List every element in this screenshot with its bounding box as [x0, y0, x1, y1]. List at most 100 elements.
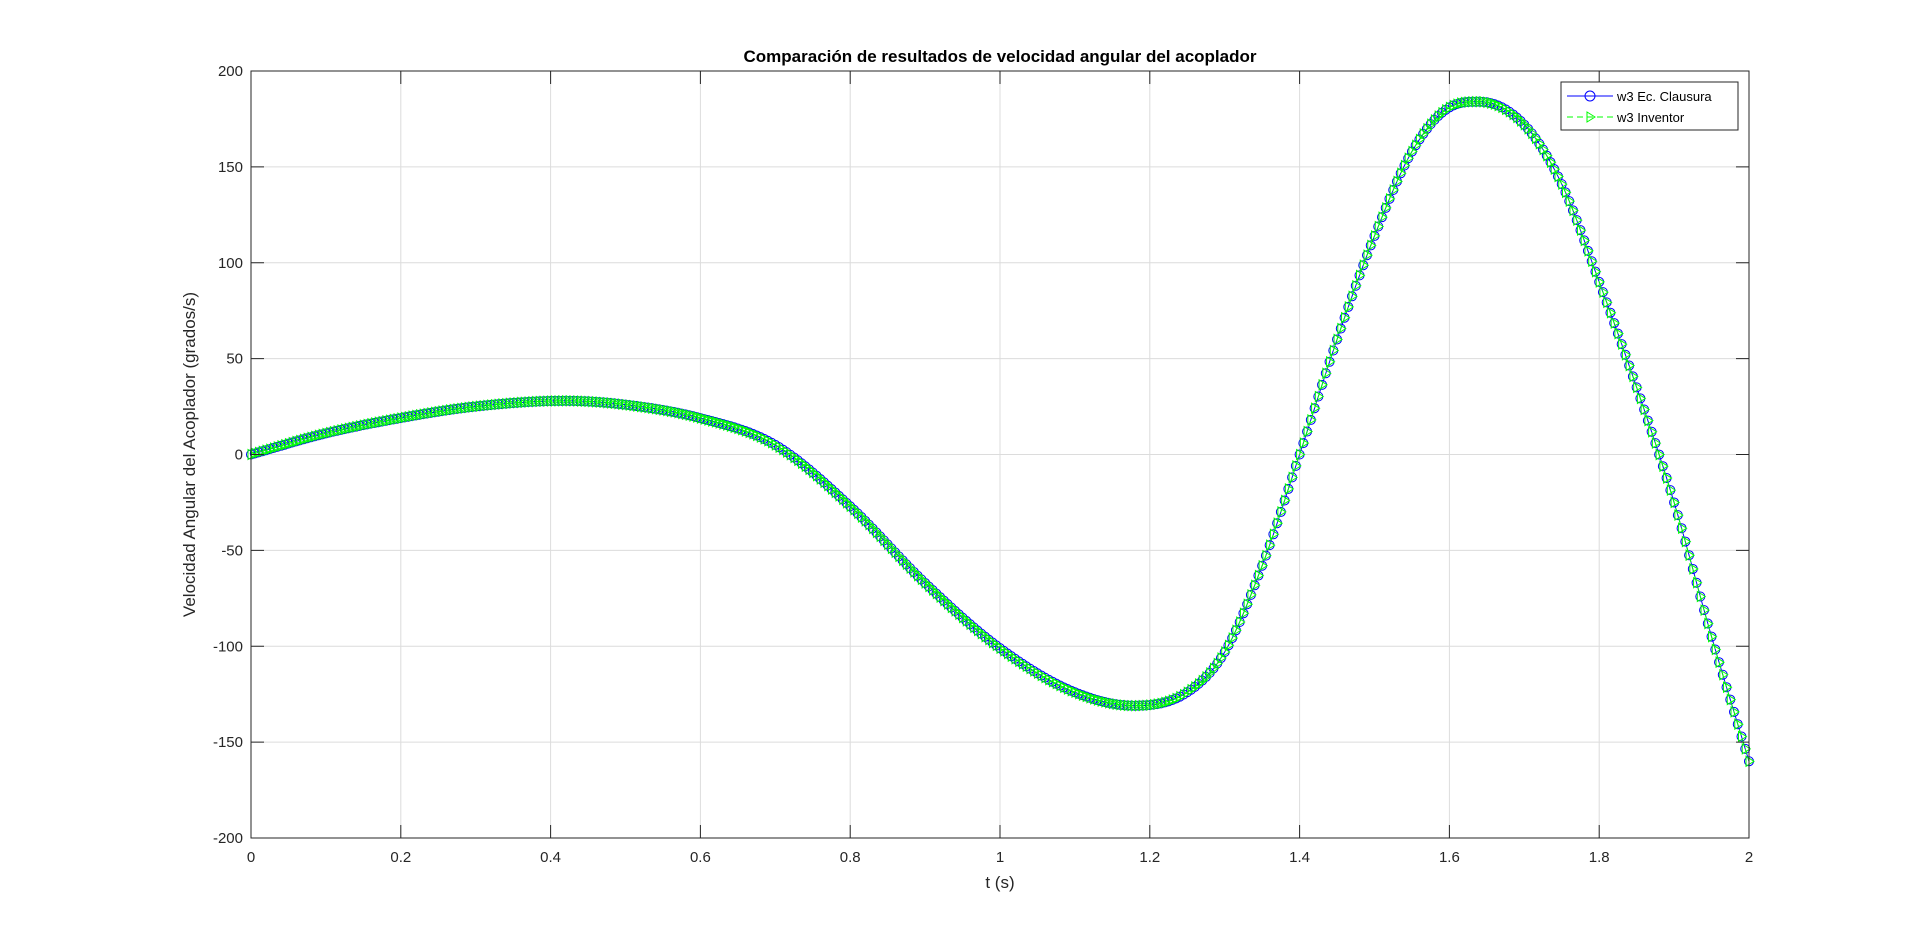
data-point-triangle	[1393, 175, 1403, 188]
data-point-triangle	[1269, 528, 1280, 541]
data-point-triangle	[1670, 496, 1681, 509]
x-tick-label: 2	[1745, 849, 1753, 866]
legend: w3 Ec. Clausura w3 Inventor	[1560, 81, 1739, 131]
x-tick-label: 0.6	[690, 849, 711, 866]
x-tick-label: 1.6	[1439, 849, 1460, 866]
data-point-triangle	[1618, 338, 1628, 351]
data-point-triangle	[1382, 202, 1392, 214]
x-tick-label: 1.8	[1589, 849, 1610, 866]
data-point-triangle	[1730, 706, 1740, 718]
y-tick-label: 50	[226, 351, 243, 368]
data-point-triangle	[1678, 522, 1688, 535]
data-point-triangle	[1352, 279, 1362, 292]
data-point-triangle	[1326, 355, 1336, 368]
data-point-triangle	[1292, 459, 1302, 472]
data-point-triangle	[1569, 204, 1579, 217]
data-point-triangle	[1681, 535, 1692, 548]
data-point-triangle	[1723, 681, 1733, 694]
data-point-triangle	[1378, 211, 1388, 224]
data-point-triangle	[1715, 656, 1725, 669]
data-point-triangle	[1663, 472, 1673, 484]
data-point-triangle	[1614, 327, 1624, 340]
y-tick-label: -200	[213, 830, 243, 847]
data-point-triangle	[1333, 333, 1343, 346]
data-point-triangle	[1696, 590, 1707, 603]
data-point-triangle	[1674, 509, 1684, 522]
data-point-triangle	[1284, 483, 1295, 495]
x-tick-label: 0	[247, 849, 255, 866]
x-tick-label: 0.4	[540, 849, 561, 866]
data-point-triangle	[1281, 494, 1291, 507]
y-tick-label: 150	[218, 159, 243, 176]
data-point-triangle	[1719, 668, 1729, 681]
data-point-triangle	[1629, 370, 1639, 383]
x-tick-label: 0.8	[840, 849, 861, 866]
data-point-triangle	[1726, 693, 1737, 706]
data-point-triangle	[1348, 290, 1358, 303]
data-point-triangle	[1356, 269, 1366, 282]
data-point-triangle	[1685, 549, 1696, 562]
data-point-triangle	[1266, 539, 1276, 552]
plot-area: 0 0.2 0.4 0.6 0.8 1 1.2 1.4 1.6 1.8 2 -200 -150 -100 -…	[213, 63, 1755, 866]
data-point-triangle	[1708, 630, 1718, 643]
data-point-triangle	[1337, 322, 1347, 335]
data-point-triangle	[1621, 348, 1632, 361]
x-tick-label: 0.2	[390, 849, 411, 866]
legend-marker-circle	[1584, 90, 1596, 102]
series-2	[247, 95, 1755, 768]
data-point-triangle	[1558, 178, 1568, 191]
y-axis-label: Velocidad Angular del Acoplador (grados/…	[180, 292, 199, 617]
data-point-triangle	[1367, 239, 1377, 252]
data-point-triangle	[1344, 301, 1355, 313]
x-tick-label: 1	[996, 849, 1004, 866]
data-point-triangle	[1584, 244, 1594, 257]
data-point-triangle	[1273, 517, 1284, 530]
data-point-triangle	[1711, 643, 1722, 656]
data-point-triangle	[1633, 381, 1643, 394]
data-point-triangle	[1288, 471, 1299, 484]
data-point-triangle	[1565, 195, 1576, 208]
data-point-triangle	[1666, 484, 1677, 497]
legend-entries: w3 Ec. Clausura w3 Inventor	[1567, 89, 1712, 125]
data-point-triangle	[1236, 616, 1246, 628]
data-point-triangle	[1741, 742, 1752, 755]
data-point-triangle	[1595, 276, 1606, 288]
data-point-triangle	[1247, 588, 1257, 601]
data-point-triangle	[1659, 460, 1669, 473]
data-point-triangle	[1371, 230, 1381, 242]
data-point-triangle	[1588, 255, 1598, 268]
data-point-triangle	[1385, 192, 1396, 205]
data-point-triangle	[1254, 569, 1265, 582]
data-point-triangle	[1704, 617, 1714, 630]
data-point-triangle	[1640, 403, 1651, 416]
data-point-triangle	[1363, 249, 1373, 262]
legend-marker-triangle	[1586, 111, 1596, 123]
data-point-triangle	[1299, 437, 1310, 450]
y-tick-label: 100	[218, 255, 243, 272]
data-point-triangle	[1311, 402, 1321, 415]
data-point-triangle	[1591, 265, 1602, 278]
chart-title: Comparación de resultados de velocidad a…	[744, 47, 1257, 66]
data-point-triangle	[1610, 317, 1621, 329]
data-point-triangle	[1262, 549, 1272, 562]
data-point-triangle	[1599, 286, 1609, 299]
data-point-triangle	[1296, 448, 1306, 461]
ticks: 0 0.2 0.4 0.6 0.8 1 1.2 1.4 1.6 1.8 2 -200 -150 -100 -…	[213, 63, 1753, 866]
data-point-triangle	[1239, 607, 1250, 620]
data-point-triangle	[1359, 259, 1370, 272]
x-tick-label: 1.4	[1289, 849, 1310, 866]
data-point-triangle	[1277, 506, 1287, 518]
data-point-triangle	[1689, 563, 1699, 575]
data-point-triangle	[1606, 306, 1617, 319]
y-tick-label: -150	[213, 734, 243, 751]
legend-label: w3 Ec. Clausura	[1616, 89, 1712, 104]
series-line	[250, 101, 1750, 762]
data-point-triangle	[1603, 296, 1613, 309]
y-tick-label: 0	[235, 447, 243, 464]
data-point-triangle	[1644, 414, 1654, 427]
data-point-triangle	[1322, 367, 1332, 380]
data-point-triangle	[1576, 224, 1587, 237]
data-point-triangle	[1573, 214, 1583, 227]
data-point-triangle	[1738, 730, 1748, 743]
